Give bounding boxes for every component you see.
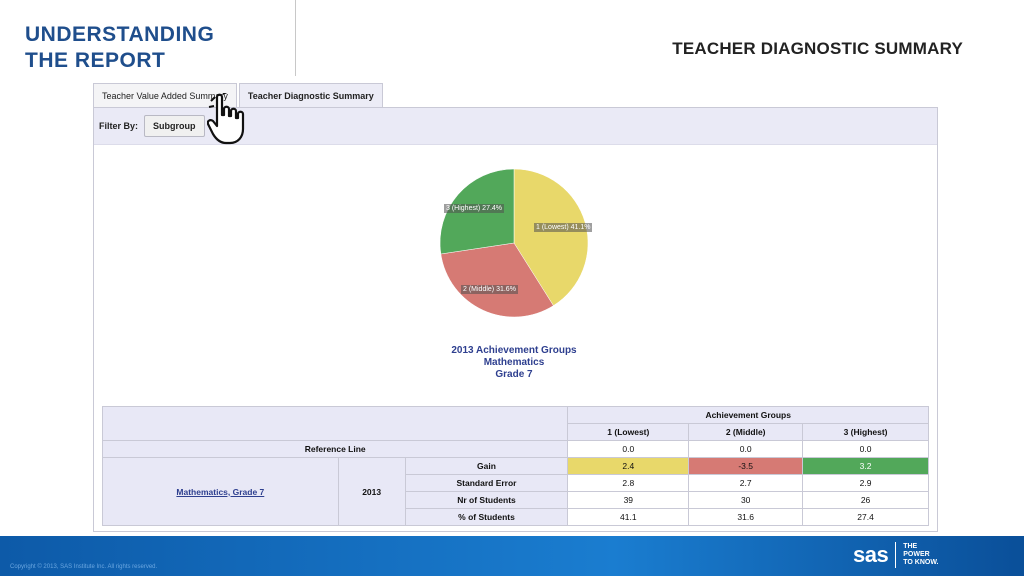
pie-chart: 1 (Lowest) 41.1% 2 (Middle) 31.6% 3 (Hig… [439, 168, 593, 318]
chart-caption: 2013 Achievement Groups Mathematics Grad… [414, 345, 614, 381]
nr-value-middle: 30 [688, 491, 804, 509]
reference-value-lowest: 0.0 [567, 440, 690, 458]
subject-link[interactable]: Mathematics, Grade 7 [176, 486, 265, 497]
slide-title: UNDERSTANDING THE REPORT [25, 22, 214, 74]
report-heading: TEACHER DIAGNOSTIC SUMMARY [672, 39, 963, 58]
copyright-text: Copyright © 2013, SAS Institute Inc. All… [10, 564, 158, 570]
slide-title-line1: UNDERSTANDING [25, 23, 215, 46]
slide-title-line2: THE REPORT [25, 49, 166, 72]
row-label-standard-error: Standard Error [404, 474, 569, 492]
table-row-nr-students: Nr of Students 39 30 26 [103, 491, 929, 509]
tab-teacher-diagnostic-summary[interactable]: Teacher Diagnostic Summary [238, 83, 383, 108]
pie-slice-lowest[interactable] [513, 168, 589, 306]
se-value-lowest: 2.8 [567, 474, 690, 492]
report-panel: Filter By: Subgroup 1 (Lowest) 41.1% 2 (… [93, 107, 938, 532]
chart-caption-line3: Grade 7 [495, 369, 533, 380]
pie-chart-svg [439, 168, 589, 318]
tagline-line1: THE [903, 543, 918, 550]
gain-value-lowest: 2.4 [567, 457, 690, 475]
subject-cell: Mathematics, Grade 7 [102, 457, 339, 526]
title-divider [295, 0, 296, 76]
chart-caption-line2: Mathematics [483, 357, 545, 368]
table-row-gain: Mathematics, Grade 7 2013 Gain 2.4 -3.5 … [102, 457, 929, 526]
filter-label: Filter By: [99, 121, 139, 131]
pie-label-lowest: 1 (Lowest) 41.1% [534, 223, 593, 232]
reference-value-middle: 0.0 [688, 440, 804, 458]
column-header-highest: 3 (Highest) [802, 423, 929, 441]
reference-line-label: Reference Line [101, 440, 569, 458]
pie-slice-middle[interactable] [440, 242, 554, 318]
tagline: THE POWER TO KNOW. [903, 543, 938, 567]
column-header-middle: 2 (Middle) [688, 423, 804, 441]
logo-separator [895, 542, 897, 568]
footer-bar: Copyright © 2013, SAS Institute Inc. All… [0, 536, 1024, 576]
pie-label-highest: 3 (Highest) 27.4% [444, 204, 505, 213]
pie-label-middle: 2 (Middle) 31.6% [461, 285, 518, 294]
table-corner [101, 406, 569, 441]
nr-value-highest: 26 [802, 491, 929, 509]
row-label-gain: Gain [404, 457, 569, 475]
reference-value-highest: 0.0 [802, 440, 929, 458]
row-label-nr-students: Nr of Students [404, 491, 569, 509]
table-row-reference: Reference Line 0.0 0.0 0.0 [101, 440, 929, 458]
pct-value-middle: 31.6 [688, 508, 804, 526]
pct-value-lowest: 41.1 [567, 508, 690, 526]
achievement-table: Achievement Groups 1 (Lowest) 2 (Middle)… [101, 406, 929, 526]
gain-value-highest: 3.2 [802, 457, 929, 475]
pct-value-highest: 27.4 [802, 508, 929, 526]
chart-caption-line1: 2013 Achievement Groups [451, 345, 577, 356]
hand-pointer-icon [207, 93, 245, 145]
sas-logo-mark: sas [853, 542, 889, 567]
sas-logo: sas THE POWER TO KNOW. [853, 542, 938, 568]
gain-value-middle: -3.5 [688, 457, 804, 475]
subgroup-button[interactable]: Subgroup [144, 115, 205, 137]
column-header-lowest: 1 (Lowest) [567, 423, 690, 441]
table-row-pct-students: % of Students 41.1 31.6 27.4 [103, 508, 929, 526]
report-tabs: Teacher Value Added Summary Teacher Diag… [93, 83, 385, 108]
se-value-highest: 2.9 [802, 474, 929, 492]
tab-teacher-value-added-summary[interactable]: Teacher Value Added Summary [93, 83, 237, 108]
tagline-line3: TO KNOW. [903, 559, 939, 566]
achievement-groups-header: Achievement Groups [567, 406, 929, 424]
row-label-pct-students: % of Students [404, 508, 569, 526]
se-value-middle: 2.7 [688, 474, 804, 492]
nr-value-lowest: 39 [567, 491, 690, 509]
year-cell: 2013 [337, 457, 406, 526]
tagline-line2: POWER [903, 551, 930, 558]
